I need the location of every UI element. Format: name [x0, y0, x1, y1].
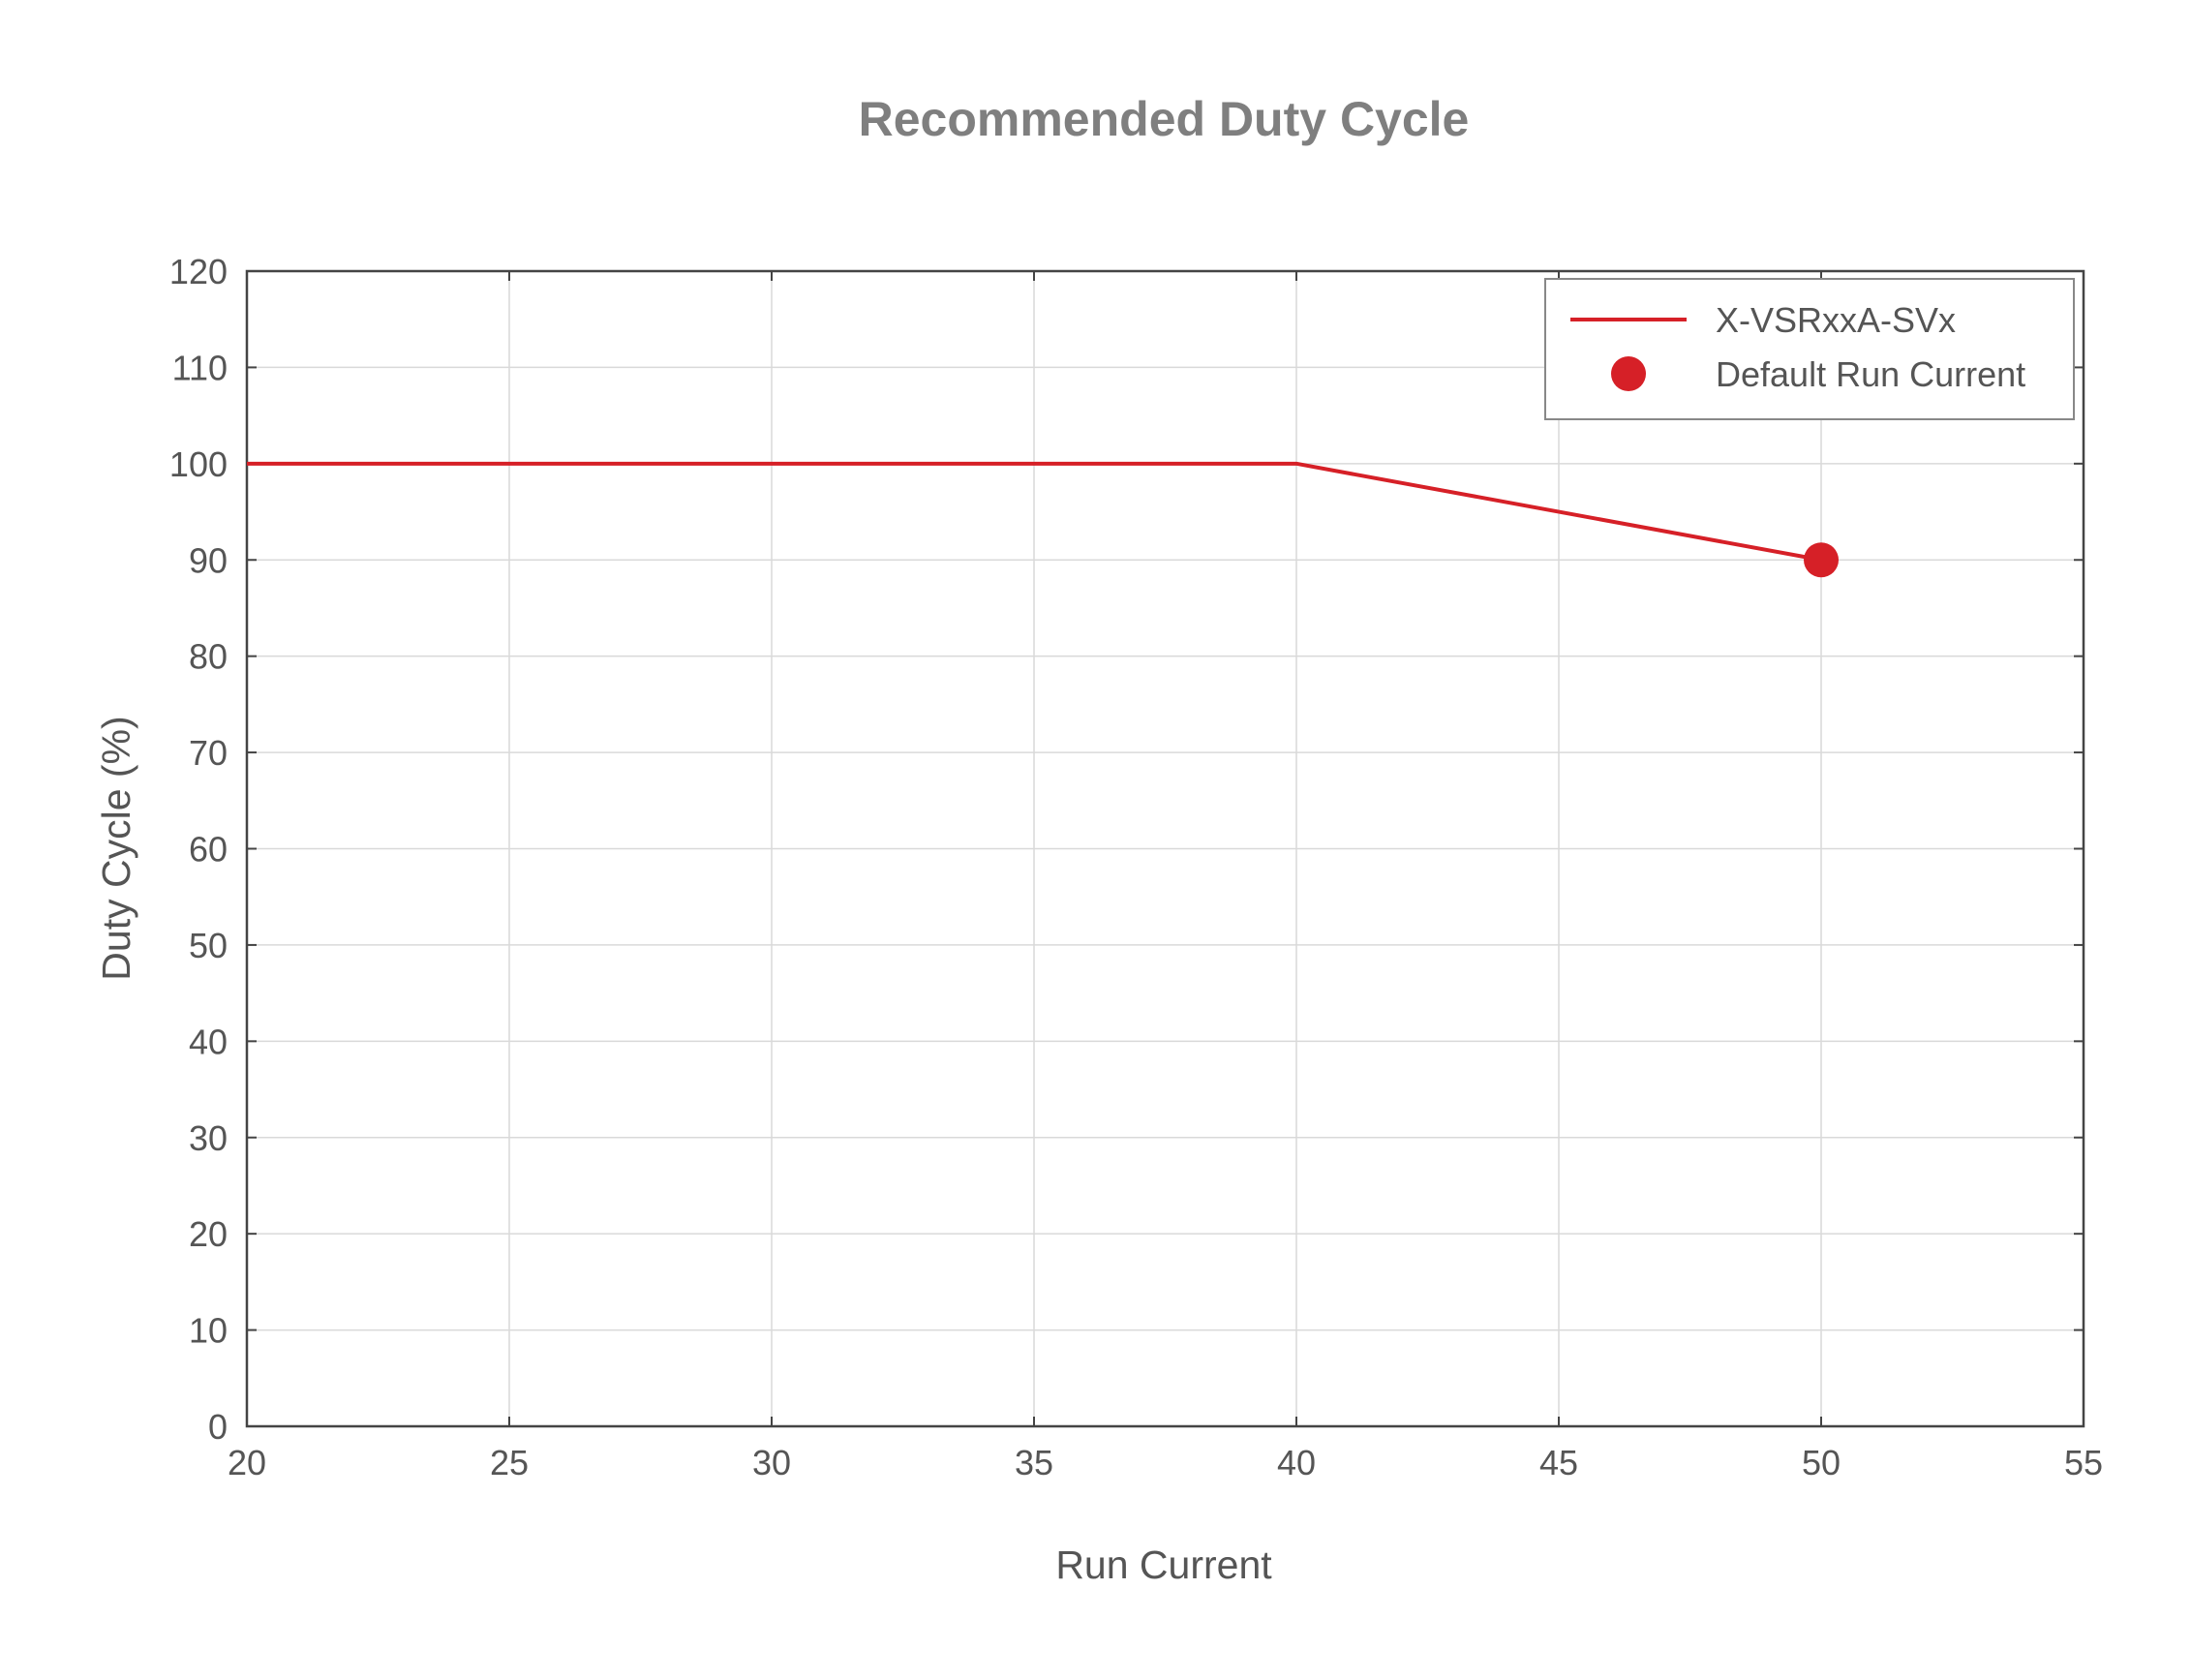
series-line-x-vsrxxa-svx — [247, 461, 1822, 563]
x-axis-label: Run Current — [1055, 1543, 1272, 1587]
series-layer — [247, 461, 1839, 578]
y-tick-label: 120 — [169, 252, 228, 291]
y-tick-label: 110 — [172, 348, 228, 387]
y-tick-label: 50 — [189, 926, 228, 965]
x-tick-label: 30 — [752, 1443, 791, 1482]
y-tick-label: 90 — [189, 540, 228, 580]
y-tick-label: 70 — [189, 733, 228, 773]
x-tick-label: 45 — [1539, 1443, 1578, 1482]
y-tick-label: 100 — [169, 444, 228, 484]
y-tick-label: 60 — [189, 830, 228, 870]
chart-title: Recommended Duty Cycle — [859, 92, 1470, 146]
legend-label-series: X-VSRxxA-SVx — [1716, 300, 1956, 340]
y-tick-label: 40 — [189, 1022, 228, 1061]
y-tick-label: 0 — [208, 1407, 228, 1447]
x-tick-label: 50 — [1802, 1443, 1841, 1482]
x-tick-label: 25 — [490, 1443, 529, 1482]
axis-ticks: 20 25 30 35 40 45 50 55 0 10 20 30 40 50 60 70 80 90 100 11… — [169, 252, 2103, 1482]
x-tick-label: 40 — [1277, 1443, 1316, 1482]
x-tick-label: 20 — [228, 1443, 266, 1482]
x-tick-label: 35 — [1015, 1443, 1053, 1482]
x-tick-label: 55 — [2064, 1443, 2103, 1482]
y-tick-label: 10 — [189, 1311, 228, 1351]
legend-frame — [1544, 278, 2075, 420]
grid-lines — [246, 270, 2084, 1427]
legend-marker-swatch — [1611, 356, 1646, 391]
legend: X-VSRxxA-SVx Default Run Current — [1544, 278, 2075, 420]
default-run-current-marker — [1804, 542, 1839, 578]
y-axis-label: Duty Cycle (%) — [94, 716, 138, 980]
legend-label-default-run-current: Default Run Current — [1716, 354, 2025, 394]
y-tick-label: 20 — [189, 1214, 228, 1254]
y-tick-label: 30 — [189, 1118, 228, 1158]
y-tick-label: 80 — [189, 637, 228, 677]
